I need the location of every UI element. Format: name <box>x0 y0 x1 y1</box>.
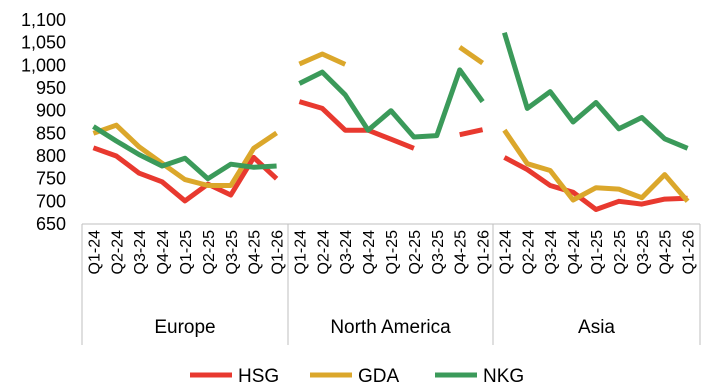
x-tick-label-north-america-q1-26: Q1-26 <box>476 230 493 275</box>
x-tick-label-asia-q2-24: Q2-24 <box>520 230 537 275</box>
x-tick-label-asia-q2-25: Q2-25 <box>612 230 629 275</box>
x-tick-label-europe-q4-25: Q4-25 <box>247 230 264 275</box>
series-line-hsg-north-america-1 <box>459 127 484 138</box>
legend: HSG GDA NKG <box>190 366 524 387</box>
plot-lines <box>92 31 690 212</box>
x-tick-label-europe-q1-25: Q1-25 <box>178 230 195 275</box>
x-tick-label-north-america-q1-25: Q1-25 <box>384 230 401 275</box>
x-tick-label-north-america-q4-24: Q4-24 <box>361 230 378 275</box>
series-line-gda-north-america-0 <box>298 51 347 67</box>
series-hsg <box>92 99 688 212</box>
x-tick-label-europe-q4-24: Q4-24 <box>155 230 172 275</box>
y-tick-label-950: 950 <box>36 78 66 98</box>
x-tick-label-north-america-q2-24: Q2-24 <box>315 230 332 275</box>
y-tick-label-650: 650 <box>36 214 66 234</box>
x-tick-label-europe-q3-25: Q3-25 <box>224 230 241 275</box>
x-tick-label-asia-q4-24: Q4-24 <box>566 230 583 275</box>
x-tick-label-europe-q2-24: Q2-24 <box>109 230 126 275</box>
series-line-hsg-europe-0 <box>92 145 279 204</box>
series-line-hsg-asia-0 <box>503 155 688 212</box>
series-line-nkg-europe-0 <box>92 124 277 182</box>
x-tick-label-europe-q1-26: Q1-26 <box>270 230 287 275</box>
y-tick-label-1100: 1,100 <box>21 10 66 30</box>
x-tick-label-asia-q1-24: Q1-24 <box>497 230 514 275</box>
y-tick-label-800: 800 <box>36 146 66 166</box>
x-tick-label-asia-q3-25: Q3-25 <box>635 230 652 275</box>
group-label-north-america: North America <box>330 317 451 338</box>
x-tick-label-asia-q4-25: Q4-25 <box>658 230 675 275</box>
x-tick-label-asia-q3-24: Q3-24 <box>543 230 560 275</box>
series-line-nkg-asia-0 <box>502 31 689 151</box>
legend-label-gda: GDA <box>358 366 400 387</box>
x-tick-label-europe-q2-25: Q2-25 <box>201 230 218 275</box>
x-tick-label-europe-q3-24: Q3-24 <box>132 230 149 275</box>
x-tick-label-north-america-q2-25: Q2-25 <box>407 230 424 275</box>
y-tick-label-1050: 1,050 <box>21 33 66 53</box>
y-tick-label-750: 750 <box>36 169 66 189</box>
y-tick-label-1000: 1,000 <box>21 55 66 75</box>
series-nkg <box>92 31 689 182</box>
series-line-gda-europe-0 <box>92 122 278 188</box>
x-tick-label-north-america-q3-24: Q3-24 <box>338 230 355 275</box>
x-tick-label-asia-q1-26: Q1-26 <box>681 230 698 275</box>
x-tick-label-north-america-q4-25: Q4-25 <box>453 230 470 275</box>
x-tick-label-north-america-q3-25: Q3-25 <box>430 230 447 275</box>
y-tick-label-850: 850 <box>36 123 66 143</box>
y-tick-label-900: 900 <box>36 101 66 121</box>
series-line-gda-north-america-1 <box>458 45 485 66</box>
x-axis: Q1-24 Q2-24 Q3-24 Q4-24 Q1-25 Q2-25 Q3-25 Q4-25… <box>81 223 701 345</box>
group-label-europe: Europe <box>154 317 215 338</box>
x-tick-label-europe-q1-24: Q1-24 <box>86 230 103 275</box>
x-tick-label-north-america-q1-24: Q1-24 <box>292 230 309 275</box>
x-tick-label-asia-q1-25: Q1-25 <box>589 230 606 275</box>
legend-label-hsg: HSG <box>238 366 279 387</box>
y-tick-label-700: 700 <box>36 191 66 211</box>
series-line-gda-asia-0 <box>502 128 690 203</box>
series-gda <box>92 45 690 203</box>
group-label-asia: Asia <box>578 317 615 338</box>
series-line-hsg-north-america-0 <box>298 99 415 151</box>
series-line-nkg-north-america-0 <box>298 67 485 140</box>
legend-label-nkg: NKG <box>483 366 524 387</box>
